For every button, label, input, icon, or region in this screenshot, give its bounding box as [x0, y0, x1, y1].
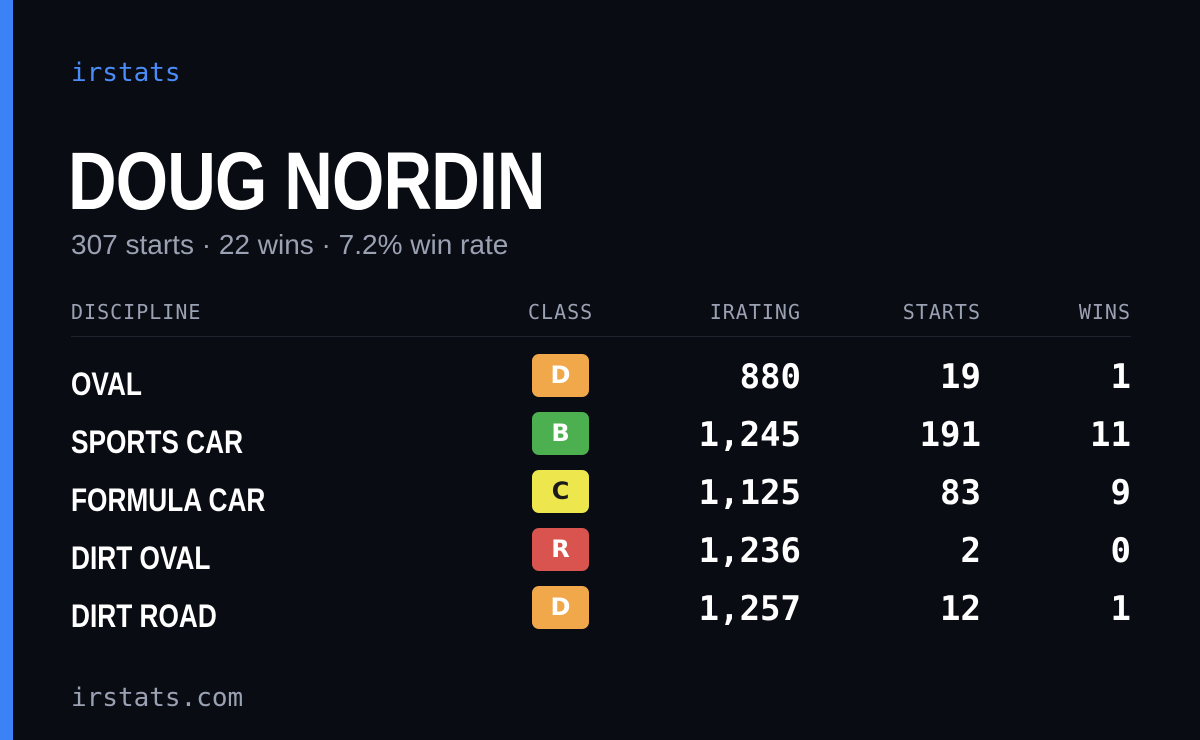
- header-starts: STARTS: [902, 300, 981, 324]
- irating-cell: 1,125: [698, 473, 801, 513]
- header-discipline: DISCIPLINE: [71, 300, 202, 324]
- driver-summary: 307 starts · 22 wins · 7.2% win rate: [71, 229, 509, 260]
- table-row: DIRT OVAL R 1,236 2 0: [71, 528, 1131, 586]
- stats-table: DISCIPLINE CLASS IRATING STARTS WINS OVA…: [71, 296, 1131, 644]
- wins-cell: 1: [1110, 589, 1131, 629]
- class-badge: R: [532, 528, 589, 571]
- table-body: OVAL D 880 19 1 SPORTS CAR B 1,245 191 1…: [71, 337, 1131, 644]
- class-badge: B: [532, 412, 589, 455]
- starts-cell: 12: [940, 589, 981, 629]
- table-row: DIRT ROAD D 1,257 12 1: [71, 586, 1131, 644]
- table-row: SPORTS CAR B 1,245 191 11: [71, 412, 1131, 470]
- header-class: CLASS: [528, 300, 594, 324]
- footer-url[interactable]: irstats.com: [71, 683, 244, 713]
- driver-name: DOUG NORDIN: [68, 136, 545, 227]
- starts-cell: 2: [960, 531, 981, 571]
- starts-cell: 83: [940, 473, 981, 513]
- wins-cell: 1: [1110, 357, 1131, 397]
- wins-cell: 0: [1110, 531, 1131, 571]
- class-badge: D: [532, 354, 589, 397]
- starts-cell: 191: [919, 415, 981, 455]
- discipline-cell: DIRT OVAL: [71, 540, 211, 576]
- irating-cell: 880: [739, 357, 801, 397]
- class-badge: D: [532, 586, 589, 629]
- discipline-cell: FORMULA CAR: [71, 482, 266, 518]
- table-row: OVAL D 880 19 1: [71, 354, 1131, 412]
- wins-cell: 9: [1110, 473, 1131, 513]
- class-badge: C: [532, 470, 589, 513]
- discipline-cell: DIRT ROAD: [71, 598, 217, 634]
- brand-logo-text: irstats: [71, 58, 181, 88]
- discipline-cell: OVAL: [71, 366, 142, 402]
- wins-cell: 11: [1090, 415, 1131, 455]
- irating-cell: 1,257: [698, 589, 801, 629]
- table-row: FORMULA CAR C 1,125 83 9: [71, 470, 1131, 528]
- table-header: DISCIPLINE CLASS IRATING STARTS WINS: [71, 296, 1131, 337]
- irating-cell: 1,245: [698, 415, 801, 455]
- accent-bar: [0, 0, 13, 740]
- discipline-cell: SPORTS CAR: [71, 424, 244, 460]
- header-wins: WINS: [1078, 300, 1131, 324]
- starts-cell: 19: [940, 357, 981, 397]
- header-irating: IRATING: [709, 300, 801, 324]
- irating-cell: 1,236: [698, 531, 801, 571]
